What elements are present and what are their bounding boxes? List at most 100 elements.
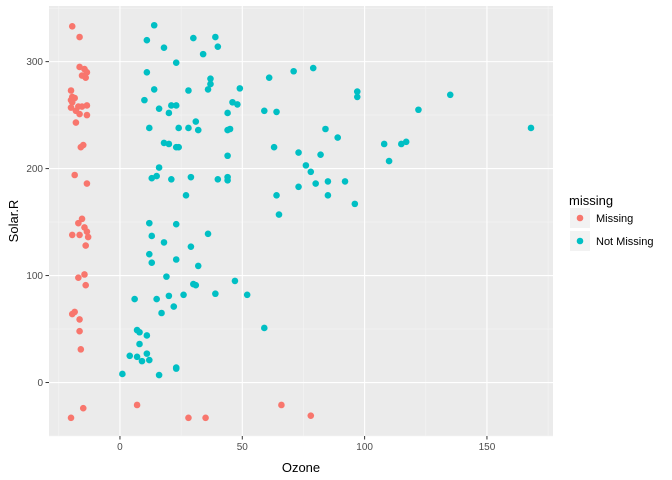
- point-not-missing: [194, 126, 202, 134]
- point-not-missing: [143, 36, 151, 44]
- point-not-missing: [148, 232, 156, 240]
- point-not-missing: [334, 134, 341, 141]
- point-not-missing: [341, 178, 349, 185]
- point-not-missing: [136, 340, 143, 348]
- point-not-missing: [187, 173, 195, 181]
- point-not-missing: [168, 102, 175, 109]
- point-missing: [185, 414, 192, 422]
- point-not-missing: [317, 151, 324, 158]
- point-missing: [133, 401, 141, 409]
- point-not-missing: [150, 21, 158, 29]
- point-not-missing: [380, 140, 388, 148]
- point-not-missing: [182, 192, 190, 199]
- point-not-missing: [385, 157, 393, 165]
- y-tick-label: 200: [26, 164, 43, 175]
- point-not-missing: [273, 108, 280, 116]
- point-not-missing: [212, 33, 219, 41]
- point-missing: [68, 231, 76, 239]
- point-missing: [83, 111, 91, 119]
- point-not-missing: [207, 80, 214, 88]
- point-not-missing: [153, 295, 160, 303]
- legend-label: Missing: [596, 213, 633, 225]
- y-tick-label: 0: [37, 378, 43, 389]
- point-not-missing: [150, 86, 158, 93]
- point-not-missing: [155, 371, 163, 379]
- point-not-missing: [192, 281, 200, 289]
- legend-swatch: [576, 214, 584, 222]
- point-missing: [77, 346, 85, 353]
- legend-title: missing: [569, 193, 613, 208]
- legend: missing Missing Not Missing: [569, 193, 653, 251]
- point-not-missing: [265, 74, 273, 81]
- legend-swatch: [576, 237, 584, 245]
- point-not-missing: [353, 93, 361, 101]
- point-not-missing: [415, 106, 422, 114]
- point-missing: [82, 281, 89, 289]
- point-not-missing: [136, 328, 143, 336]
- point-not-missing: [165, 140, 173, 148]
- y-axis-title: Solar.R: [6, 200, 21, 243]
- point-missing: [78, 215, 86, 223]
- point-not-missing: [312, 180, 319, 187]
- point-not-missing: [236, 85, 244, 92]
- point-not-missing: [146, 124, 153, 132]
- point-not-missing: [131, 295, 138, 303]
- point-not-missing: [273, 192, 280, 199]
- legend-label: Not Missing: [596, 236, 653, 248]
- point-not-missing: [290, 67, 297, 75]
- point-missing: [79, 404, 87, 412]
- point-not-missing: [143, 69, 151, 76]
- point-not-missing: [143, 332, 151, 339]
- point-not-missing: [302, 162, 310, 169]
- point-missing: [76, 316, 83, 323]
- point-not-missing: [155, 164, 163, 171]
- point-not-missing: [155, 105, 163, 112]
- point-not-missing: [148, 259, 156, 267]
- point-not-missing: [160, 44, 168, 52]
- x-axis-title: Ozone: [282, 460, 320, 475]
- point-not-missing: [234, 101, 241, 108]
- point-not-missing: [172, 220, 180, 228]
- point-not-missing: [231, 277, 239, 285]
- point-missing: [67, 414, 75, 422]
- y-tick-label: 300: [26, 57, 43, 68]
- point-not-missing: [141, 96, 148, 104]
- point-missing: [72, 119, 80, 126]
- point-missing: [82, 242, 89, 249]
- point-missing: [83, 180, 91, 187]
- point-not-missing: [190, 34, 197, 42]
- point-not-missing: [165, 109, 173, 117]
- plot-panel: [49, 6, 553, 436]
- point-not-missing: [160, 239, 168, 246]
- point-not-missing: [214, 175, 222, 183]
- point-not-missing: [214, 43, 222, 50]
- point-not-missing: [119, 370, 126, 378]
- point-not-missing: [212, 290, 219, 298]
- point-not-missing: [172, 256, 180, 263]
- point-missing: [67, 104, 75, 111]
- point-missing: [68, 98, 76, 106]
- point-missing: [75, 219, 82, 227]
- point-missing: [84, 233, 92, 241]
- point-not-missing: [207, 75, 214, 83]
- point-missing: [82, 74, 89, 81]
- point-not-missing: [175, 143, 182, 151]
- y-axis: 0 100 200 300: [26, 57, 49, 389]
- point-not-missing: [146, 219, 153, 227]
- point-not-missing: [180, 291, 187, 299]
- point-missing: [75, 274, 82, 281]
- point-not-missing: [295, 149, 302, 156]
- major-grid: [49, 6, 553, 436]
- point-not-missing: [194, 262, 202, 270]
- point-not-missing: [153, 172, 160, 180]
- point-not-missing: [270, 143, 278, 151]
- point-not-missing: [138, 357, 146, 365]
- point-missing: [278, 401, 285, 409]
- point-not-missing: [158, 309, 165, 317]
- point-not-missing: [187, 243, 195, 250]
- point-missing: [77, 143, 85, 151]
- point-not-missing: [324, 178, 332, 185]
- point-not-missing: [307, 168, 315, 176]
- point-not-missing: [204, 86, 212, 93]
- point-not-missing: [353, 88, 361, 95]
